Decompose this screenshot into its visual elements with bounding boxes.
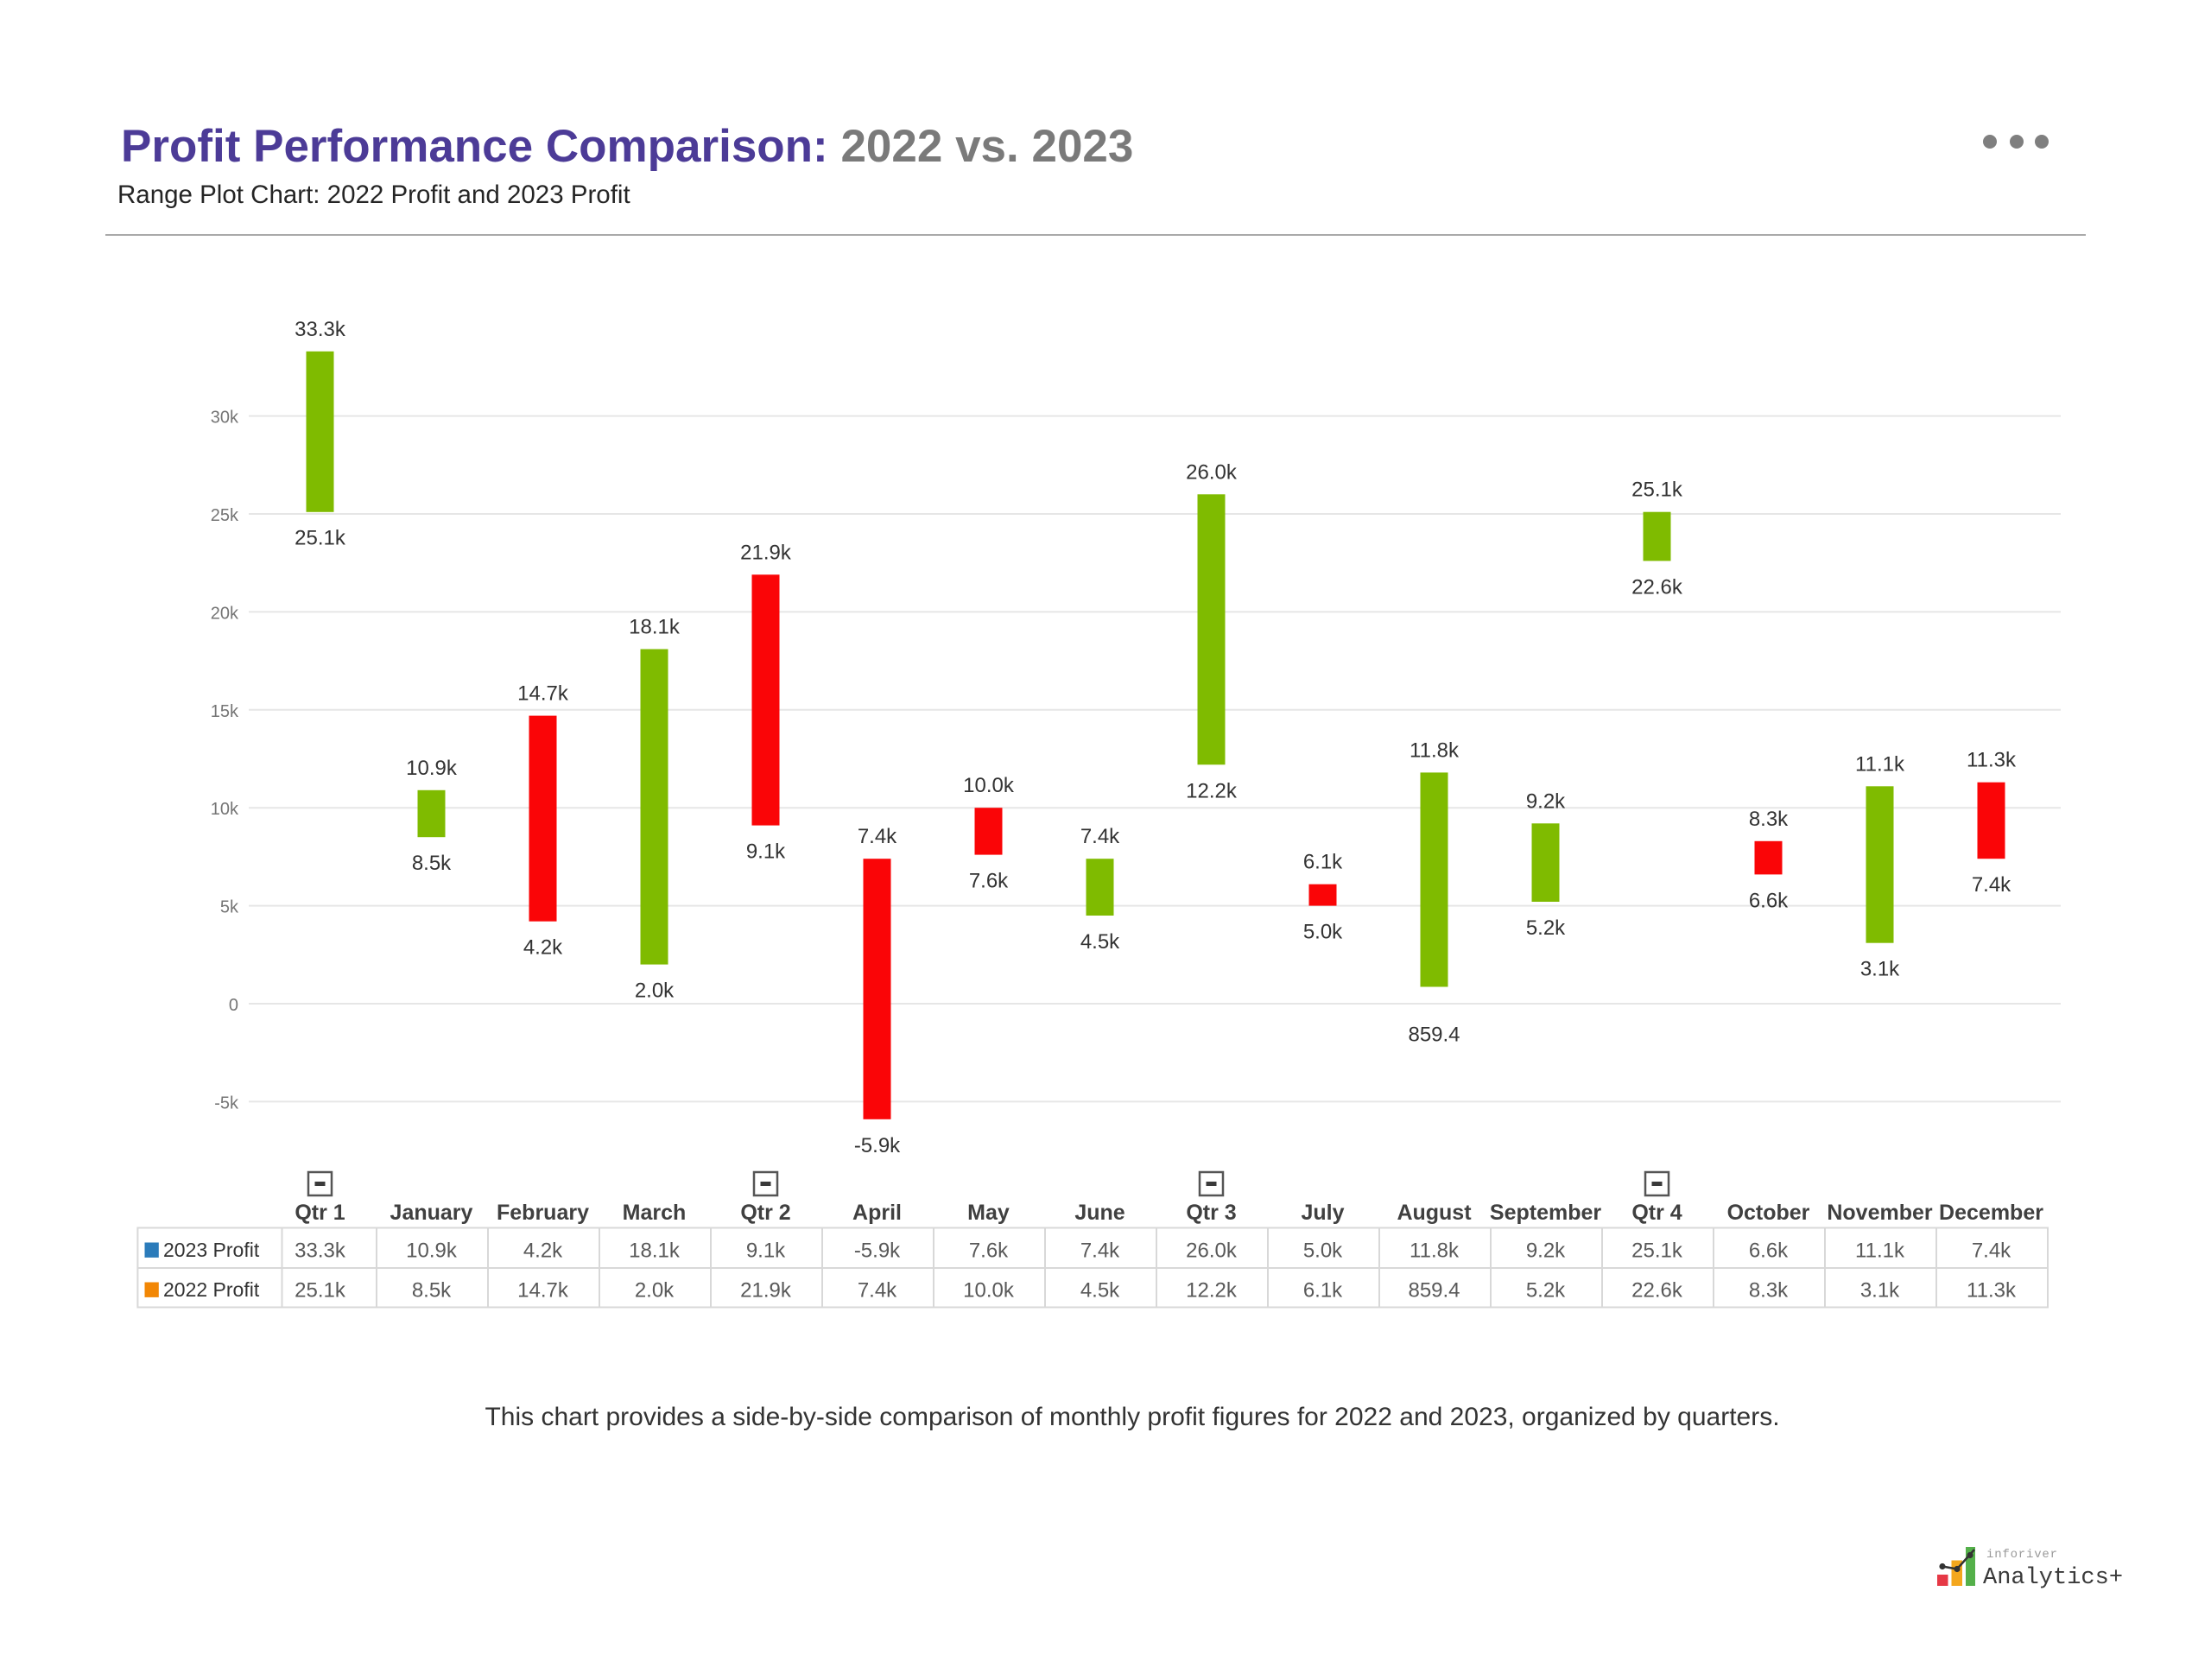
svg-text:5k: 5k [220, 898, 239, 917]
svg-text:25.1k: 25.1k [1631, 479, 1683, 502]
svg-text:2023 Profit: 2023 Profit [163, 1239, 260, 1261]
svg-text:Analytics+: Analytics+ [1983, 1565, 2123, 1591]
svg-text:21.9k: 21.9k [740, 541, 792, 564]
svg-text:Qtr 2: Qtr 2 [740, 1201, 790, 1225]
svg-text:7.4k: 7.4k [1080, 1239, 1120, 1263]
svg-text:January: January [390, 1201, 473, 1225]
svg-text:9.1k: 9.1k [746, 1239, 786, 1263]
svg-text:August: August [1397, 1201, 1472, 1225]
svg-text:8.5k: 8.5k [412, 1279, 452, 1303]
svg-text:25.1k: 25.1k [295, 1279, 346, 1303]
svg-text:Qtr 1: Qtr 1 [295, 1201, 345, 1225]
svg-text:8.5k: 8.5k [412, 852, 452, 875]
svg-text:7.6k: 7.6k [969, 1239, 1009, 1263]
svg-text:4.5k: 4.5k [1080, 1279, 1120, 1303]
svg-text:6.6k: 6.6k [1749, 1239, 1789, 1263]
svg-text:September: September [1490, 1201, 1601, 1225]
svg-text:7.4k: 7.4k [858, 1279, 897, 1303]
svg-text:7.6k: 7.6k [969, 870, 1009, 893]
svg-text:8.3k: 8.3k [1749, 1279, 1789, 1303]
svg-text:859.4: 859.4 [1408, 1024, 1460, 1047]
svg-text:March: March [623, 1201, 687, 1225]
svg-text:May: May [967, 1201, 1010, 1225]
svg-text:2022 Profit: 2022 Profit [163, 1278, 260, 1301]
svg-text:26.0k: 26.0k [1186, 1239, 1238, 1263]
svg-text:April: April [852, 1201, 902, 1225]
svg-text:10.9k: 10.9k [406, 1239, 458, 1263]
svg-text:7.4k: 7.4k [1972, 873, 2011, 897]
svg-text:20k: 20k [211, 604, 239, 623]
svg-text:3.1k: 3.1k [1860, 1279, 1900, 1303]
svg-text:5.2k: 5.2k [1526, 1279, 1566, 1303]
svg-text:22.6k: 22.6k [1631, 575, 1683, 599]
svg-text:2.0k: 2.0k [635, 979, 675, 1003]
svg-text:inforiver: inforiver [1986, 1548, 2058, 1562]
svg-text:4.2k: 4.2k [523, 936, 563, 960]
svg-text:2.0k: 2.0k [635, 1279, 675, 1303]
svg-text:11.8k: 11.8k [1410, 1239, 1460, 1263]
svg-text:9.1k: 9.1k [746, 840, 786, 864]
svg-text:0: 0 [229, 996, 238, 1015]
svg-text:7.4k: 7.4k [1972, 1239, 2011, 1263]
svg-text:6.1k: 6.1k [1303, 1279, 1343, 1303]
svg-text:5.0k: 5.0k [1303, 921, 1343, 944]
svg-text:7.4k: 7.4k [858, 825, 897, 848]
svg-text:4.5k: 4.5k [1080, 930, 1120, 954]
svg-text:9.2k: 9.2k [1526, 789, 1566, 813]
svg-text:11.3k: 11.3k [1967, 1279, 2017, 1303]
svg-text:Qtr 4: Qtr 4 [1631, 1201, 1682, 1225]
svg-text:25.1k: 25.1k [295, 527, 346, 550]
svg-text:3.1k: 3.1k [1860, 958, 1900, 981]
svg-text:-5.9k: -5.9k [854, 1239, 901, 1263]
svg-text:July: July [1301, 1201, 1344, 1225]
svg-text:33.3k: 33.3k [295, 1239, 346, 1263]
svg-text:12.2k: 12.2k [1186, 779, 1238, 802]
svg-text:June: June [1074, 1201, 1125, 1225]
svg-text:33.3k: 33.3k [295, 318, 346, 341]
svg-text:25.1k: 25.1k [1631, 1239, 1683, 1263]
svg-text:14.7k: 14.7k [517, 682, 569, 706]
svg-text:14.7k: 14.7k [517, 1279, 569, 1303]
svg-text:11.1k: 11.1k [1855, 1239, 1905, 1263]
svg-text:10k: 10k [211, 800, 239, 819]
svg-text:7.4k: 7.4k [1080, 825, 1120, 848]
svg-text:5.0k: 5.0k [1303, 1239, 1343, 1263]
svg-text:9.2k: 9.2k [1526, 1239, 1566, 1263]
svg-text:18.1k: 18.1k [629, 616, 681, 639]
svg-text:10.0k: 10.0k [963, 774, 1015, 797]
svg-text:18.1k: 18.1k [629, 1239, 681, 1263]
svg-text:11.1k: 11.1k [1855, 752, 1905, 776]
svg-text:12.2k: 12.2k [1186, 1279, 1238, 1303]
svg-text:8.3k: 8.3k [1749, 808, 1789, 831]
svg-text:10.0k: 10.0k [963, 1279, 1015, 1303]
svg-text:21.9k: 21.9k [740, 1279, 792, 1303]
svg-text:25k: 25k [211, 506, 239, 525]
svg-text:November: November [1827, 1201, 1933, 1225]
svg-text:December: December [1939, 1201, 2043, 1225]
svg-text:11.3k: 11.3k [1967, 749, 2017, 772]
svg-text:6.6k: 6.6k [1749, 889, 1789, 912]
svg-text:4.2k: 4.2k [523, 1239, 563, 1263]
svg-text:859.4: 859.4 [1408, 1279, 1460, 1303]
svg-text:26.0k: 26.0k [1186, 460, 1238, 484]
svg-text:October: October [1727, 1201, 1810, 1225]
svg-text:Qtr 3: Qtr 3 [1186, 1201, 1236, 1225]
svg-text:10.9k: 10.9k [406, 757, 458, 780]
svg-text:5.2k: 5.2k [1526, 916, 1566, 940]
svg-text:February: February [497, 1201, 589, 1225]
svg-text:22.6k: 22.6k [1631, 1279, 1683, 1303]
svg-text:11.8k: 11.8k [1410, 739, 1460, 762]
svg-text:6.1k: 6.1k [1303, 851, 1343, 874]
svg-text:-5.9k: -5.9k [854, 1134, 901, 1157]
svg-text:30k: 30k [211, 409, 239, 428]
svg-text:15k: 15k [211, 702, 239, 721]
svg-text:-5k: -5k [214, 1094, 239, 1113]
